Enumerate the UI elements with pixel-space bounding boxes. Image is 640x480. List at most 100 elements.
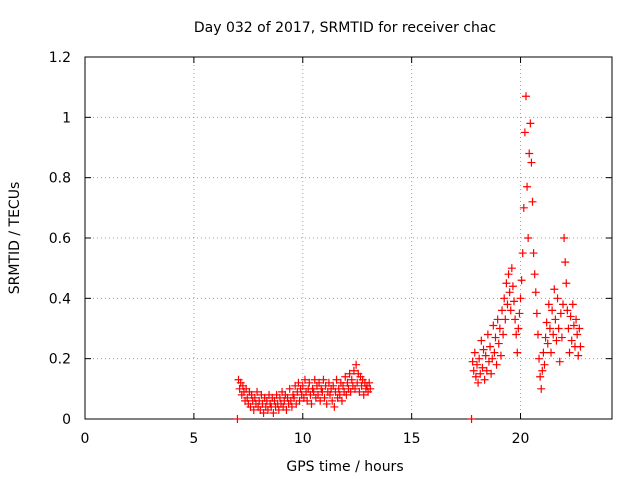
data-point <box>482 366 491 375</box>
data-point <box>339 381 348 390</box>
data-point <box>556 309 565 318</box>
data-point <box>524 234 533 242</box>
data-point <box>316 396 325 405</box>
data-point <box>569 321 578 330</box>
data-point <box>475 354 484 363</box>
data-point <box>548 306 557 315</box>
data-point <box>521 92 530 101</box>
data-point <box>510 297 519 306</box>
data-point <box>467 415 476 423</box>
y-tick-label: 1 <box>62 110 71 126</box>
data-point <box>483 330 492 339</box>
data-point <box>477 336 486 345</box>
data-point <box>505 288 514 297</box>
data-point <box>564 324 573 333</box>
grid <box>85 57 612 419</box>
data-point <box>491 333 500 342</box>
data-point <box>502 279 511 288</box>
data-point <box>543 339 552 348</box>
data-point <box>329 381 338 390</box>
data-point <box>503 300 512 309</box>
data-point <box>550 285 559 294</box>
data-point <box>490 348 499 357</box>
data-point <box>512 330 521 339</box>
x-tick-label: 5 <box>189 431 198 447</box>
data-point <box>544 300 553 309</box>
data-point <box>330 402 339 411</box>
data-point <box>355 387 364 396</box>
data-point <box>494 339 503 348</box>
data-point <box>343 378 352 387</box>
data-point <box>307 399 316 408</box>
data-point <box>243 393 252 402</box>
data-point <box>532 309 541 318</box>
data-point <box>487 369 496 378</box>
data-point <box>469 366 478 375</box>
data-point <box>472 360 481 369</box>
data-point <box>515 309 524 318</box>
data-point <box>287 402 296 411</box>
data-point <box>501 315 510 324</box>
data-point <box>322 399 331 408</box>
y-tick-label: 0.6 <box>49 231 71 247</box>
data-point <box>507 264 516 273</box>
data-point <box>517 276 526 285</box>
data-point <box>320 393 329 402</box>
y-tick-label: 0 <box>62 412 71 428</box>
data-point <box>516 294 525 303</box>
data-point <box>479 345 488 354</box>
data-point <box>563 306 572 315</box>
data-point <box>538 366 547 375</box>
x-tick-label: 20 <box>512 431 530 447</box>
plot-frame <box>84 56 613 420</box>
data-point <box>233 415 242 423</box>
data-point <box>315 378 324 387</box>
data-point <box>504 270 513 279</box>
data-point <box>565 348 574 357</box>
data-point <box>575 324 584 333</box>
x-axis-label: GPS time / hours <box>286 459 403 475</box>
data-point <box>549 330 558 339</box>
data-point <box>574 351 583 360</box>
data-point <box>511 315 520 324</box>
data-point <box>568 300 577 309</box>
data-point <box>520 128 529 137</box>
data-point <box>495 324 504 333</box>
data-point <box>341 372 350 381</box>
data-point <box>535 354 544 363</box>
data-point <box>508 282 517 291</box>
x-tick-label: 0 <box>81 431 90 447</box>
y-tick-label: 1.2 <box>49 50 71 66</box>
data-point <box>346 387 355 396</box>
data-point <box>285 384 294 393</box>
data-points <box>233 92 585 423</box>
data-point <box>496 351 505 360</box>
data-point <box>480 375 489 384</box>
data-point <box>250 393 259 402</box>
data-point <box>295 396 304 405</box>
data-point <box>347 375 356 384</box>
data-point <box>545 324 554 333</box>
data-point <box>536 372 545 381</box>
data-point <box>300 375 309 384</box>
data-point <box>319 375 328 384</box>
chart-title: Day 032 of 2017, SRMTID for receiver cha… <box>194 20 496 36</box>
data-point <box>567 336 576 345</box>
data-point <box>525 149 534 158</box>
data-point <box>334 384 343 393</box>
data-point <box>547 348 556 357</box>
data-point <box>530 270 539 279</box>
y-axis-label: SRMTID / TECUs <box>7 182 23 295</box>
data-point <box>470 348 479 357</box>
data-point <box>359 390 368 399</box>
data-point <box>468 357 477 366</box>
data-point <box>328 396 337 405</box>
data-point <box>541 333 550 342</box>
data-point <box>533 330 542 339</box>
data-point <box>481 351 490 360</box>
data-point <box>325 390 334 399</box>
data-point <box>332 375 341 384</box>
data-point <box>560 234 569 242</box>
data-point <box>310 375 319 384</box>
